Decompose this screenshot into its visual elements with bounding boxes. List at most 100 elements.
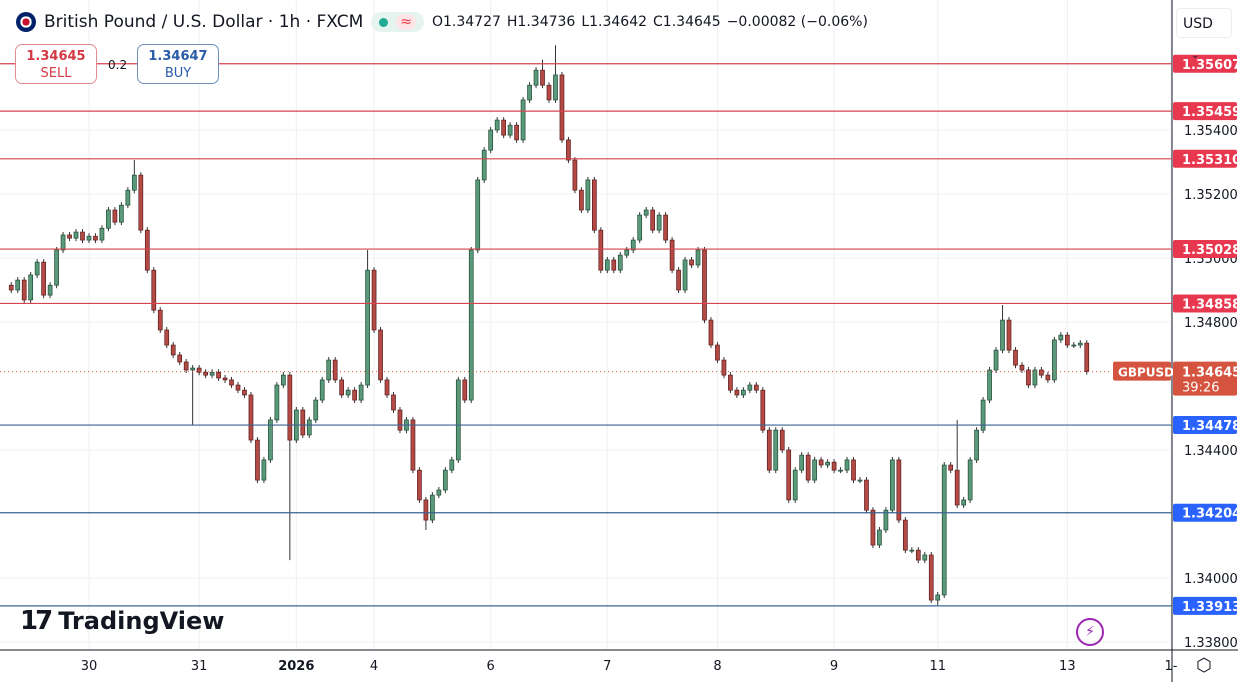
y-tick-label: 1.34800 xyxy=(1184,316,1238,331)
candle-body xyxy=(151,269,157,311)
last-price-label-bg xyxy=(1173,361,1237,396)
candle xyxy=(527,82,532,103)
candle xyxy=(151,267,157,314)
candle-body xyxy=(993,349,999,371)
brand-name: TradingView xyxy=(58,607,225,635)
candle-body xyxy=(663,214,668,241)
candle-body xyxy=(1064,334,1070,346)
candle-body xyxy=(358,384,364,401)
candle-body xyxy=(1013,349,1018,366)
candle xyxy=(170,342,176,358)
candle xyxy=(138,172,144,234)
candle-body xyxy=(365,269,370,386)
candle xyxy=(8,282,14,293)
candle-body xyxy=(1019,364,1025,371)
candle xyxy=(520,96,526,143)
candle xyxy=(462,376,468,404)
candle xyxy=(384,376,390,398)
buy-button[interactable]: 1.34647 BUY xyxy=(137,44,219,84)
candle-body xyxy=(650,209,656,231)
candle xyxy=(682,256,688,293)
candle-body xyxy=(792,469,798,501)
candle-body xyxy=(410,419,416,471)
candle-body xyxy=(585,179,591,211)
candle-body xyxy=(617,254,623,271)
candle xyxy=(365,250,370,389)
candle-body xyxy=(326,359,332,381)
low-value: L1.34642 xyxy=(581,14,648,30)
candle-body xyxy=(1039,369,1044,376)
candle xyxy=(851,456,856,484)
sell-button[interactable]: 1.34645 SELL xyxy=(15,44,97,84)
lightning-icon[interactable]: ⚡ xyxy=(1076,618,1104,646)
candle-body xyxy=(8,284,14,291)
candle-body xyxy=(877,529,882,546)
candle-body xyxy=(203,371,208,376)
candle xyxy=(1039,367,1044,379)
candle xyxy=(235,382,241,394)
candle-body xyxy=(274,384,280,421)
candle xyxy=(954,419,960,509)
currency-select[interactable]: USD ⌄ xyxy=(1176,8,1232,61)
candle-body xyxy=(216,371,221,379)
candle xyxy=(883,507,889,533)
candle xyxy=(533,67,539,89)
candle-body xyxy=(902,519,908,551)
candle-body xyxy=(915,549,921,561)
candle-body xyxy=(579,189,584,211)
resistance-label: 1.35607 xyxy=(1182,58,1238,73)
candle-body xyxy=(261,459,267,481)
candle xyxy=(507,122,513,139)
x-tick-label: 7 xyxy=(603,659,611,674)
candle xyxy=(371,267,377,333)
x-tick-label: 8 xyxy=(713,659,721,674)
wave-icon: ≈ xyxy=(396,14,416,30)
gbp-usd-flag-icon xyxy=(16,12,36,32)
candle xyxy=(766,427,772,474)
x-tick-label: 11 xyxy=(929,659,946,674)
candle-body xyxy=(268,419,273,461)
candle xyxy=(430,492,435,524)
y-tick-label: 1.33800 xyxy=(1184,636,1238,651)
candle xyxy=(637,212,643,244)
candle xyxy=(1013,347,1018,369)
tradingview-logo[interactable]: 17 TradingView xyxy=(20,606,224,636)
last-price-label: 1.34645 xyxy=(1182,366,1238,381)
candle-body xyxy=(592,179,597,231)
candle xyxy=(585,176,591,213)
candle xyxy=(909,547,915,554)
market-status-badge[interactable]: ≈ xyxy=(371,12,424,32)
candle-body xyxy=(397,409,403,431)
candle xyxy=(281,372,286,389)
x-tick-label: 1- xyxy=(1165,659,1178,674)
chart-settings-icon[interactable]: ⬡ xyxy=(1196,655,1212,676)
candle xyxy=(378,327,383,383)
candle xyxy=(967,456,973,503)
candle xyxy=(844,456,850,474)
candle-body xyxy=(766,429,772,471)
symbol-title[interactable]: British Pound / U.S. Dollar · 1h · FXCM xyxy=(44,12,364,32)
resistance-label-bg xyxy=(1173,294,1237,313)
candle xyxy=(41,259,46,299)
candle-body xyxy=(138,174,144,231)
support-label-bg xyxy=(1173,503,1237,522)
candle-body xyxy=(481,149,487,181)
candle xyxy=(345,387,351,398)
candle xyxy=(592,176,597,234)
candle-body xyxy=(520,99,526,141)
candle-body xyxy=(514,124,519,141)
candle-body xyxy=(1071,344,1077,347)
candle xyxy=(818,456,824,469)
candle xyxy=(190,365,196,426)
candle-body xyxy=(630,239,636,251)
support-label: 1.33913 xyxy=(1182,600,1238,615)
candle-body xyxy=(112,209,118,223)
candle-body xyxy=(319,379,325,401)
resistance-label: 1.35459 xyxy=(1182,105,1238,120)
candle xyxy=(1000,305,1005,354)
candle xyxy=(741,387,746,398)
y-tick-label: 1.34400 xyxy=(1184,444,1238,459)
candle xyxy=(928,551,934,604)
candle xyxy=(812,456,817,484)
